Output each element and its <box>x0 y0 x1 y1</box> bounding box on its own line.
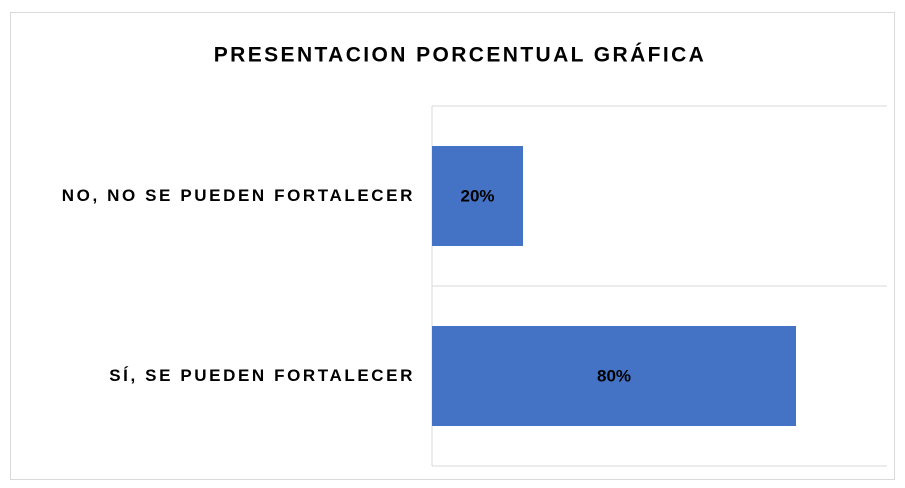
bar <box>432 326 796 426</box>
y-tick-label: NO, NO SE PUEDEN FORTALECER <box>61 186 415 205</box>
chart-title: PRESENTACION PORCENTUAL GRÁFICA <box>214 44 706 67</box>
data-label: 20% <box>460 186 494 205</box>
bar <box>432 146 523 246</box>
category-label-box: SÍ, SE PUEDEN FORTALECER <box>10 286 415 466</box>
category-label-box: NO, NO SE PUEDEN FORTALECER <box>10 106 415 286</box>
y-tick-label: SÍ, SE PUEDEN FORTALECER <box>109 366 415 385</box>
data-label: 80% <box>597 366 631 385</box>
